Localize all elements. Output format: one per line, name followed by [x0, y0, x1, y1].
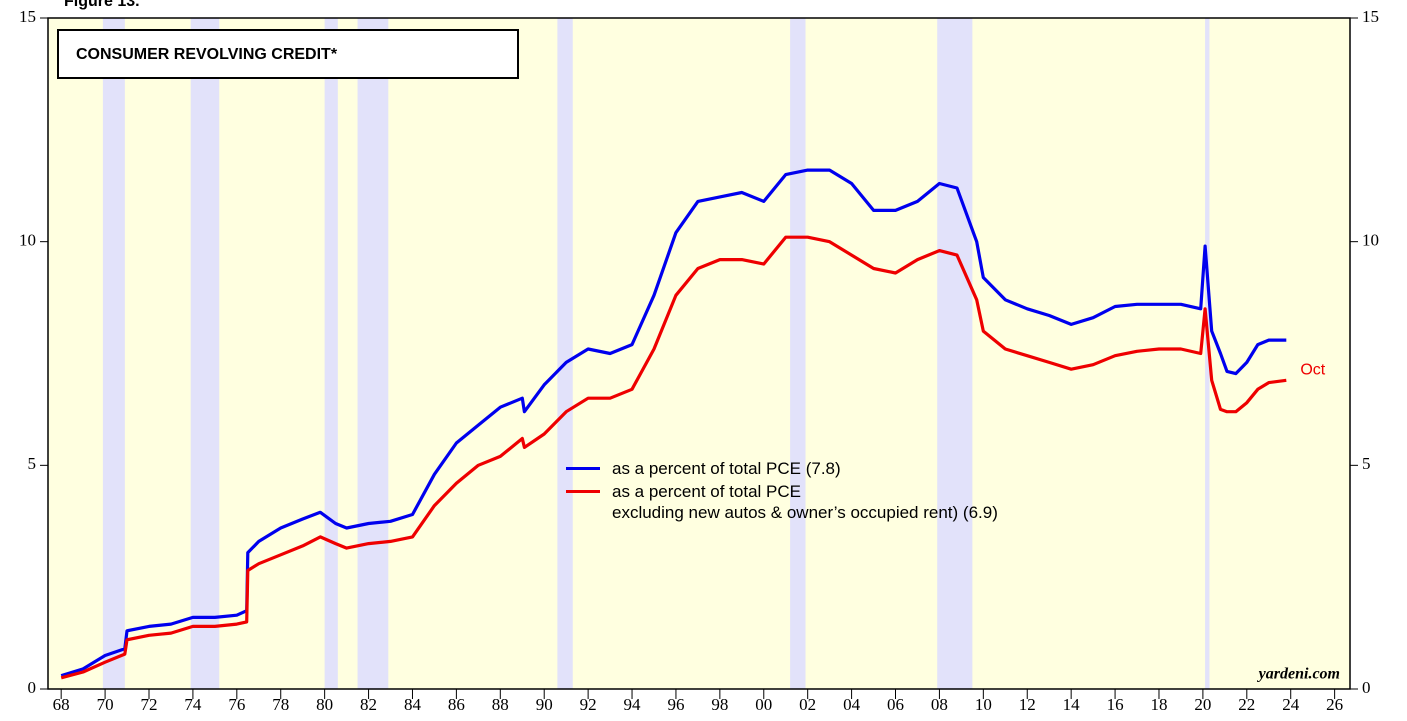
annotation: Oct [1300, 362, 1325, 379]
series-line [60, 235, 1287, 680]
x-tick-label: 92 [580, 695, 597, 714]
x-tick-label: 78 [272, 695, 289, 714]
x-tick-label: 02 [799, 695, 816, 714]
x-tick-label: 94 [624, 695, 642, 714]
x-tick-label: 90 [536, 695, 553, 714]
y-tick-label: 0 [28, 678, 37, 697]
title-box: CONSUMER REVOLVING CREDIT* [57, 29, 519, 79]
recession-band [102, 18, 125, 689]
x-tick-label: 16 [1107, 695, 1124, 714]
legend-swatch [566, 490, 600, 493]
x-tick-label: 82 [360, 695, 377, 714]
recession-band [357, 18, 389, 689]
x-tick-label: 86 [448, 695, 465, 714]
legend-item: as a percent of total PCE excluding new … [566, 481, 998, 523]
recession-band [790, 18, 806, 689]
x-tick-label: 98 [711, 695, 728, 714]
x-tick-label: 80 [316, 695, 333, 714]
x-tick-label: 96 [667, 695, 684, 714]
source: yardeni.com [1257, 666, 1340, 683]
title-frame [57, 29, 519, 79]
x-tick-label: 10 [975, 695, 992, 714]
legend: as a percent of total PCE (7.8) as a perc… [566, 458, 998, 525]
y2-tick-label: 5 [1362, 454, 1371, 473]
x-tick-label: 20 [1194, 695, 1211, 714]
x-tick-label: 12 [1019, 695, 1036, 714]
legend-label: as a percent of total PCE (7.8) [612, 459, 841, 478]
x-tick-label: 14 [1063, 695, 1081, 714]
recession-band [557, 18, 573, 689]
plot-frame [47, 17, 1351, 690]
plot-background [48, 18, 1350, 689]
x-tick-label: 22 [1238, 695, 1255, 714]
legend-item: as a percent of total PCE (7.8) [566, 458, 998, 479]
x-tick-label: 84 [404, 695, 422, 714]
x-tick-label: 08 [931, 695, 948, 714]
x-tick-label: 18 [1150, 695, 1167, 714]
x-tick-label: 76 [228, 695, 245, 714]
series-line [60, 168, 1287, 678]
chart-title: CONSUMER REVOLVING CREDIT* [76, 46, 338, 63]
x-tick-label: 70 [97, 695, 114, 714]
recession-band [190, 18, 220, 689]
y2-tick-label: 15 [1362, 7, 1379, 26]
recession-band [937, 18, 973, 689]
x-tick-label: 26 [1326, 695, 1343, 714]
x-tick-label: 24 [1282, 695, 1300, 714]
x-tick-label: 74 [184, 695, 202, 714]
legend-swatch [566, 467, 600, 470]
legend-label: as a percent of total PCE excluding new … [612, 482, 998, 522]
recession-band [324, 18, 338, 689]
x-tick-label: 06 [887, 695, 904, 714]
y2-tick-label: 10 [1362, 231, 1379, 250]
figure-label: Figure 13. [64, 0, 140, 10]
recession-band [1205, 18, 1210, 689]
y-tick-label: 15 [19, 7, 36, 26]
x-tick-label: 68 [53, 695, 70, 714]
x-tick-label: 04 [843, 695, 861, 714]
x-tick-label: 00 [755, 695, 772, 714]
x-tick-label: 88 [492, 695, 509, 714]
x-tick-label: 72 [140, 695, 157, 714]
y-tick-label: 5 [28, 454, 37, 473]
y2-tick-label: 0 [1362, 678, 1371, 697]
y-tick-label: 10 [19, 231, 36, 250]
